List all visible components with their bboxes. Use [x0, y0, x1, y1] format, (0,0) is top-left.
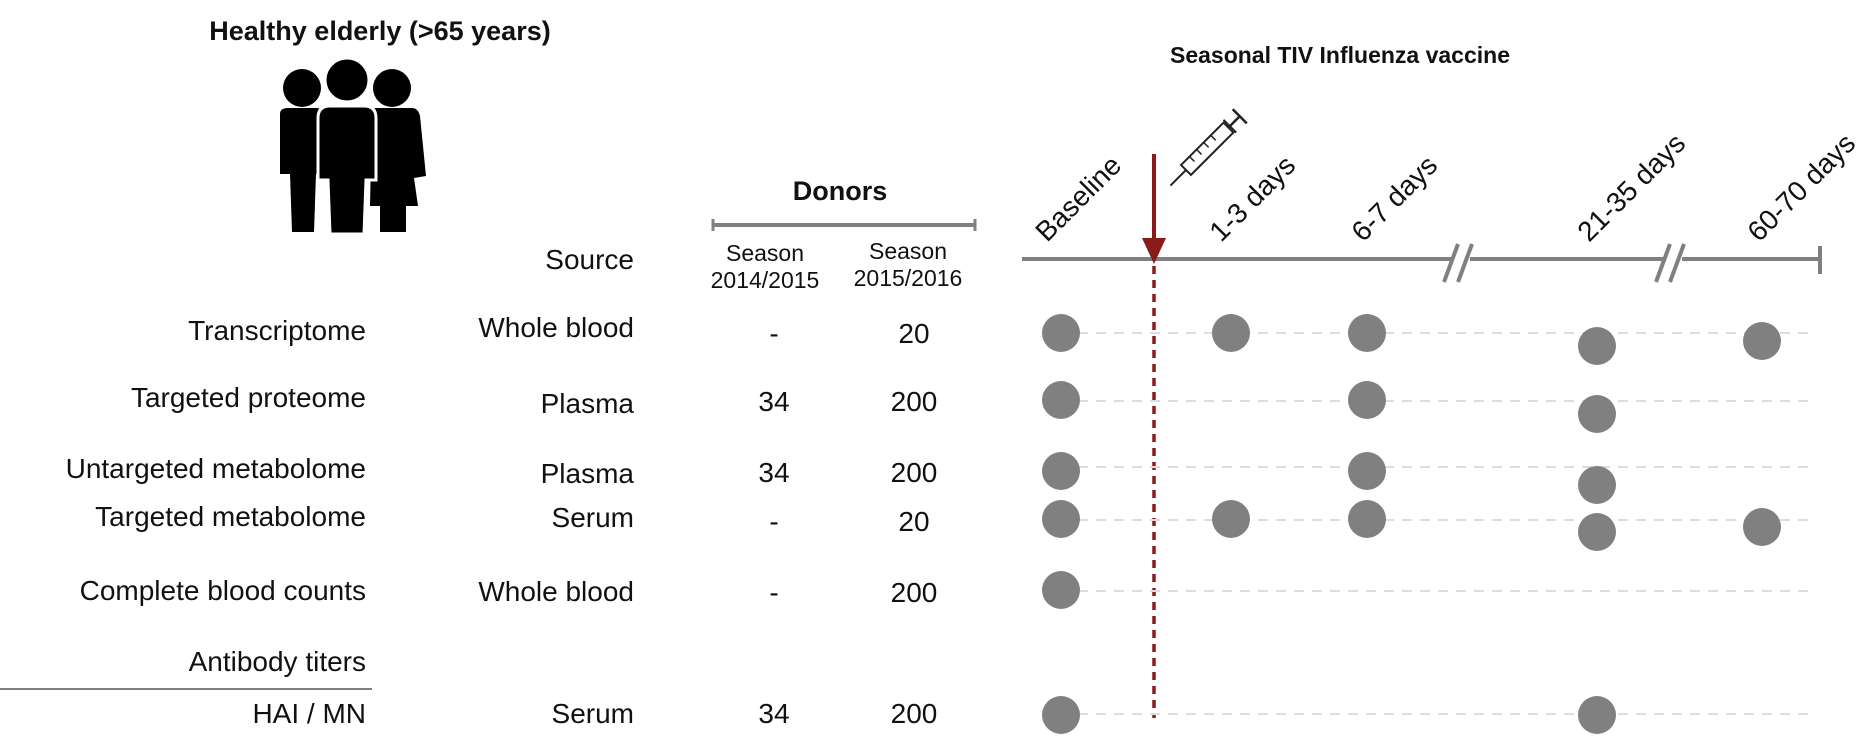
dot-targeted-proteome-6-7-days — [1348, 381, 1386, 419]
dot-transcriptome-60-70-days — [1743, 322, 1781, 360]
row-label-targeted-metabolome: Targeted metabolome — [95, 501, 366, 532]
dot-targeted-metabolome-1-3-days — [1212, 500, 1250, 538]
dot-targeted-metabolome-baseline — [1042, 500, 1080, 538]
row-s1-targeted-proteome: 34 — [758, 386, 790, 417]
row-source-hai-mn: Serum — [551, 698, 634, 729]
dot-targeted-metabolome-6-7-days — [1348, 500, 1386, 538]
row-label-transcriptome: Transcriptome — [188, 315, 366, 346]
dot-transcriptome-6-7-days — [1348, 314, 1386, 352]
dot-targeted-metabolome-60-70-days — [1743, 508, 1781, 546]
row-label-targeted-proteome: Targeted proteome — [130, 382, 366, 413]
row-source-untargeted-metabolome: Plasma — [540, 458, 634, 489]
season-2015-2016-header: Season 2015/2016 — [853, 238, 963, 291]
row-source-targeted-metabolome: Serum — [551, 502, 634, 533]
dot-targeted-proteome-21-35-days — [1578, 395, 1616, 433]
axis-break-2 — [1654, 243, 1686, 283]
vaccination-arrow — [1142, 154, 1166, 264]
people-group-icon — [280, 56, 426, 234]
row-s1-complete-blood-counts: - — [769, 577, 779, 608]
row-s1-hai-mn: 34 — [758, 698, 790, 729]
dot-transcriptome-21-35-days — [1578, 327, 1616, 365]
syringe-icon — [1169, 108, 1248, 187]
row-s2-untargeted-metabolome: 200 — [890, 457, 938, 488]
row-s1-targeted-metabolome: - — [769, 506, 779, 537]
row-source-complete-blood-counts: Whole blood — [478, 576, 634, 607]
dot-complete-blood-counts-baseline — [1042, 571, 1080, 609]
row-label-complete-blood-counts: Complete blood counts — [79, 575, 366, 606]
donors-bracket — [711, 219, 977, 231]
row-s2-targeted-proteome: 200 — [890, 386, 938, 417]
dot-targeted-proteome-baseline — [1042, 381, 1080, 419]
row-source-transcriptome: Whole blood — [478, 312, 634, 343]
dot-hai-mn-21-35-days — [1578, 696, 1616, 734]
antibody-titers-label: Antibody titers — [188, 646, 366, 677]
dot-untargeted-metabolome-21-35-days — [1578, 466, 1616, 504]
source-header: Source — [545, 244, 634, 275]
season-2014-2015-header: Season 2014/2015 — [710, 240, 820, 293]
row-s2-hai-mn: 200 — [890, 698, 938, 729]
dot-markers — [1042, 314, 1781, 734]
dot-untargeted-metabolome-6-7-days — [1348, 452, 1386, 490]
dot-untargeted-metabolome-baseline — [1042, 452, 1080, 490]
time-axis — [1022, 246, 1822, 274]
row-label-untargeted-metabolome: Untargeted metabolome — [65, 453, 366, 484]
row-s1-untargeted-metabolome: 34 — [758, 457, 790, 488]
row-s2-complete-blood-counts: 200 — [890, 577, 938, 608]
row-s1-transcriptome: - — [769, 318, 779, 349]
donors-header: Donors — [792, 176, 888, 206]
dot-targeted-metabolome-21-35-days — [1578, 513, 1616, 551]
cohort-title: Healthy elderly (>65 years) — [209, 16, 551, 46]
dot-transcriptome-baseline — [1042, 314, 1080, 352]
row-s2-targeted-metabolome: 20 — [898, 506, 930, 537]
axis-break-1 — [1442, 243, 1474, 283]
dot-transcriptome-1-3-days — [1212, 314, 1250, 352]
row-guides — [1060, 332, 1815, 715]
row-label-hai-mn: HAI / MN — [252, 698, 366, 729]
row-source-targeted-proteome: Plasma — [540, 388, 634, 419]
row-s2-transcriptome: 20 — [898, 318, 930, 349]
dot-hai-mn-baseline — [1042, 696, 1080, 734]
vaccine-title: Seasonal TIV Influenza vaccine — [1169, 42, 1510, 68]
